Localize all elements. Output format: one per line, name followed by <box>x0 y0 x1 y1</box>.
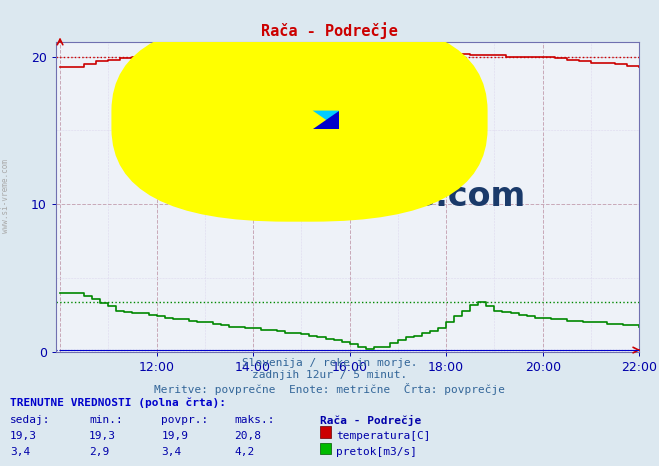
Text: 19,3: 19,3 <box>10 431 37 441</box>
Text: www.si-vreme.com: www.si-vreme.com <box>169 180 526 213</box>
Text: 19,9: 19,9 <box>161 431 188 441</box>
Polygon shape <box>312 110 339 129</box>
Text: 20,8: 20,8 <box>234 431 261 441</box>
Text: 3,4: 3,4 <box>161 447 182 457</box>
Text: Meritve: povprečne  Enote: metrične  Črta: povprečje: Meritve: povprečne Enote: metrične Črta:… <box>154 383 505 395</box>
Text: temperatura[C]: temperatura[C] <box>336 431 430 441</box>
Text: 2,9: 2,9 <box>89 447 109 457</box>
Text: Rača - Podrečje: Rača - Podrečje <box>261 22 398 39</box>
Text: min.:: min.: <box>89 415 123 425</box>
Text: 3,4: 3,4 <box>10 447 30 457</box>
Text: povpr.:: povpr.: <box>161 415 209 425</box>
Text: sedaj:: sedaj: <box>10 415 50 425</box>
Text: 19,3: 19,3 <box>89 431 116 441</box>
Text: 4,2: 4,2 <box>234 447 254 457</box>
Text: pretok[m3/s]: pretok[m3/s] <box>336 447 417 457</box>
Text: maks.:: maks.: <box>234 415 274 425</box>
FancyBboxPatch shape <box>111 18 488 222</box>
Text: Rača - Podrečje: Rača - Podrečje <box>320 415 421 426</box>
Text: www.si-vreme.com: www.si-vreme.com <box>1 159 10 233</box>
Polygon shape <box>312 110 339 129</box>
Text: zadnjih 12ur / 5 minut.: zadnjih 12ur / 5 minut. <box>252 370 407 380</box>
Text: TRENUTNE VREDNOSTI (polna črta):: TRENUTNE VREDNOSTI (polna črta): <box>10 397 226 408</box>
Text: Slovenija / reke in morje.: Slovenija / reke in morje. <box>242 358 417 368</box>
